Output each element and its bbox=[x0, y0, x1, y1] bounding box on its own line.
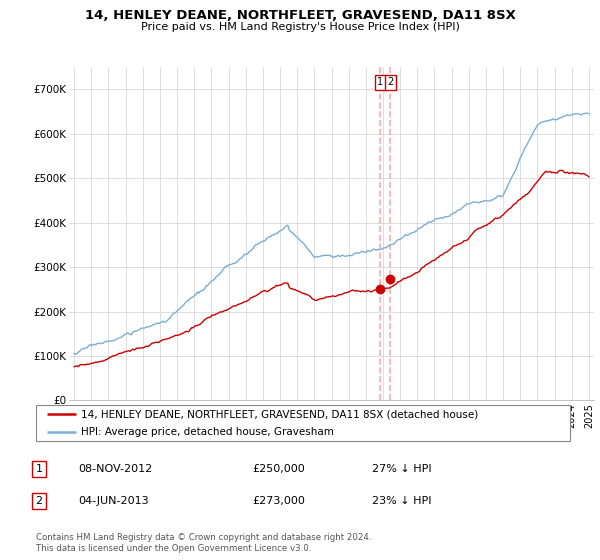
Text: £273,000: £273,000 bbox=[252, 496, 305, 506]
Text: Contains HM Land Registry data © Crown copyright and database right 2024.
This d: Contains HM Land Registry data © Crown c… bbox=[36, 533, 371, 553]
Text: 14, HENLEY DEANE, NORTHFLEET, GRAVESEND, DA11 8SX: 14, HENLEY DEANE, NORTHFLEET, GRAVESEND,… bbox=[85, 9, 515, 22]
Text: £250,000: £250,000 bbox=[252, 464, 305, 474]
Text: 08-NOV-2012: 08-NOV-2012 bbox=[78, 464, 152, 474]
Text: 27% ↓ HPI: 27% ↓ HPI bbox=[372, 464, 431, 474]
Text: 2: 2 bbox=[35, 496, 43, 506]
Text: 1: 1 bbox=[377, 77, 383, 87]
Text: HPI: Average price, detached house, Gravesham: HPI: Average price, detached house, Grav… bbox=[82, 427, 334, 437]
Text: 23% ↓ HPI: 23% ↓ HPI bbox=[372, 496, 431, 506]
Text: 14, HENLEY DEANE, NORTHFLEET, GRAVESEND, DA11 8SX (detached house): 14, HENLEY DEANE, NORTHFLEET, GRAVESEND,… bbox=[82, 409, 479, 419]
Text: 04-JUN-2013: 04-JUN-2013 bbox=[78, 496, 149, 506]
Text: Price paid vs. HM Land Registry's House Price Index (HPI): Price paid vs. HM Land Registry's House … bbox=[140, 22, 460, 32]
FancyBboxPatch shape bbox=[36, 405, 570, 441]
Text: 1: 1 bbox=[35, 464, 43, 474]
Text: 2: 2 bbox=[387, 77, 394, 87]
